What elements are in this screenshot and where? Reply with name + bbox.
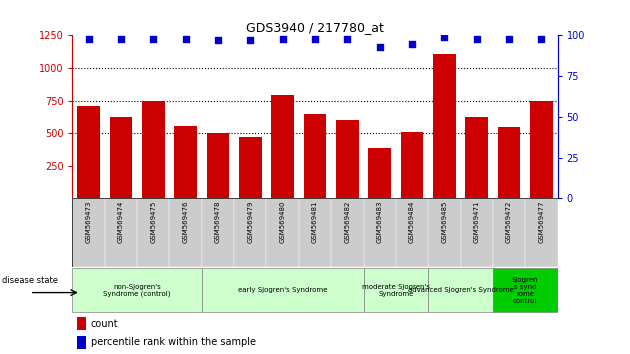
Bar (110, 117, 132, 198)
Bar (493, 268, 558, 312)
Bar (461, 198, 493, 267)
Point (245, 38, 255, 43)
Text: non-Sjogren's
Syndrome (control): non-Sjogren's Syndrome (control) (103, 284, 171, 297)
Point (84, 36, 94, 41)
Bar (428, 198, 461, 267)
Point (213, 38, 223, 43)
Point (181, 36, 191, 41)
Bar (77, 317, 86, 330)
Bar (77, 336, 86, 349)
Text: GSM569483: GSM569483 (377, 200, 382, 243)
Text: advanced Sjogren's Syndrome: advanced Sjogren's Syndrome (408, 287, 513, 293)
Bar (364, 198, 396, 267)
Bar (525, 198, 558, 267)
Bar (466, 117, 488, 198)
Text: GSM569479: GSM569479 (248, 200, 253, 243)
Bar (77, 106, 100, 198)
Text: GSM569480: GSM569480 (280, 200, 285, 243)
Bar (396, 198, 428, 267)
Text: GSM569475: GSM569475 (151, 200, 156, 243)
Point (310, 36, 320, 41)
Bar (72, 198, 105, 267)
Bar (401, 132, 423, 198)
Point (375, 44, 385, 50)
Point (342, 36, 352, 41)
Title: GDS3940 / 217780_at: GDS3940 / 217780_at (246, 21, 384, 34)
Bar (331, 198, 364, 267)
Point (116, 36, 126, 41)
Point (472, 36, 482, 41)
Bar (299, 198, 331, 267)
Bar (498, 127, 520, 198)
Bar (428, 268, 493, 312)
Point (536, 36, 546, 41)
Bar (266, 198, 299, 267)
Text: GSM569485: GSM569485 (442, 200, 447, 243)
Text: moderate Sjogren's
Syndrome: moderate Sjogren's Syndrome (362, 284, 430, 297)
Bar (336, 120, 358, 198)
Bar (202, 198, 234, 267)
Bar (304, 114, 326, 198)
Bar (234, 198, 266, 267)
Point (278, 36, 288, 41)
Bar (175, 126, 197, 198)
Bar (72, 268, 202, 312)
Bar (364, 268, 428, 312)
Bar (239, 137, 261, 198)
Text: Sjogren
s synd
rome
control: Sjogren s synd rome control (512, 277, 539, 304)
Text: GSM569481: GSM569481 (312, 200, 318, 243)
Text: GSM569482: GSM569482 (345, 200, 350, 243)
Text: disease state: disease state (2, 276, 58, 285)
Bar (105, 198, 137, 267)
Bar (369, 148, 391, 198)
Text: GSM569473: GSM569473 (86, 200, 91, 243)
Bar (207, 133, 229, 198)
Bar (272, 95, 294, 198)
Text: count: count (91, 319, 118, 329)
Bar (493, 198, 525, 267)
Bar (202, 268, 364, 312)
Text: GSM569476: GSM569476 (183, 200, 188, 243)
Text: percentile rank within the sample: percentile rank within the sample (91, 337, 256, 347)
Text: GSM569477: GSM569477 (539, 200, 544, 243)
Bar (530, 101, 553, 198)
Point (148, 36, 158, 41)
Point (439, 34, 449, 40)
Text: GSM569474: GSM569474 (118, 200, 124, 243)
Bar (142, 101, 164, 198)
Text: GSM569478: GSM569478 (215, 200, 221, 243)
Bar (137, 198, 169, 267)
Bar (169, 198, 202, 267)
Point (407, 41, 417, 46)
Bar (433, 54, 455, 198)
Point (504, 36, 514, 41)
Text: early Sjogren's Syndrome: early Sjogren's Syndrome (238, 287, 328, 293)
Text: GSM569484: GSM569484 (409, 200, 415, 243)
Text: GSM569472: GSM569472 (506, 200, 512, 243)
Text: GSM569471: GSM569471 (474, 200, 479, 243)
